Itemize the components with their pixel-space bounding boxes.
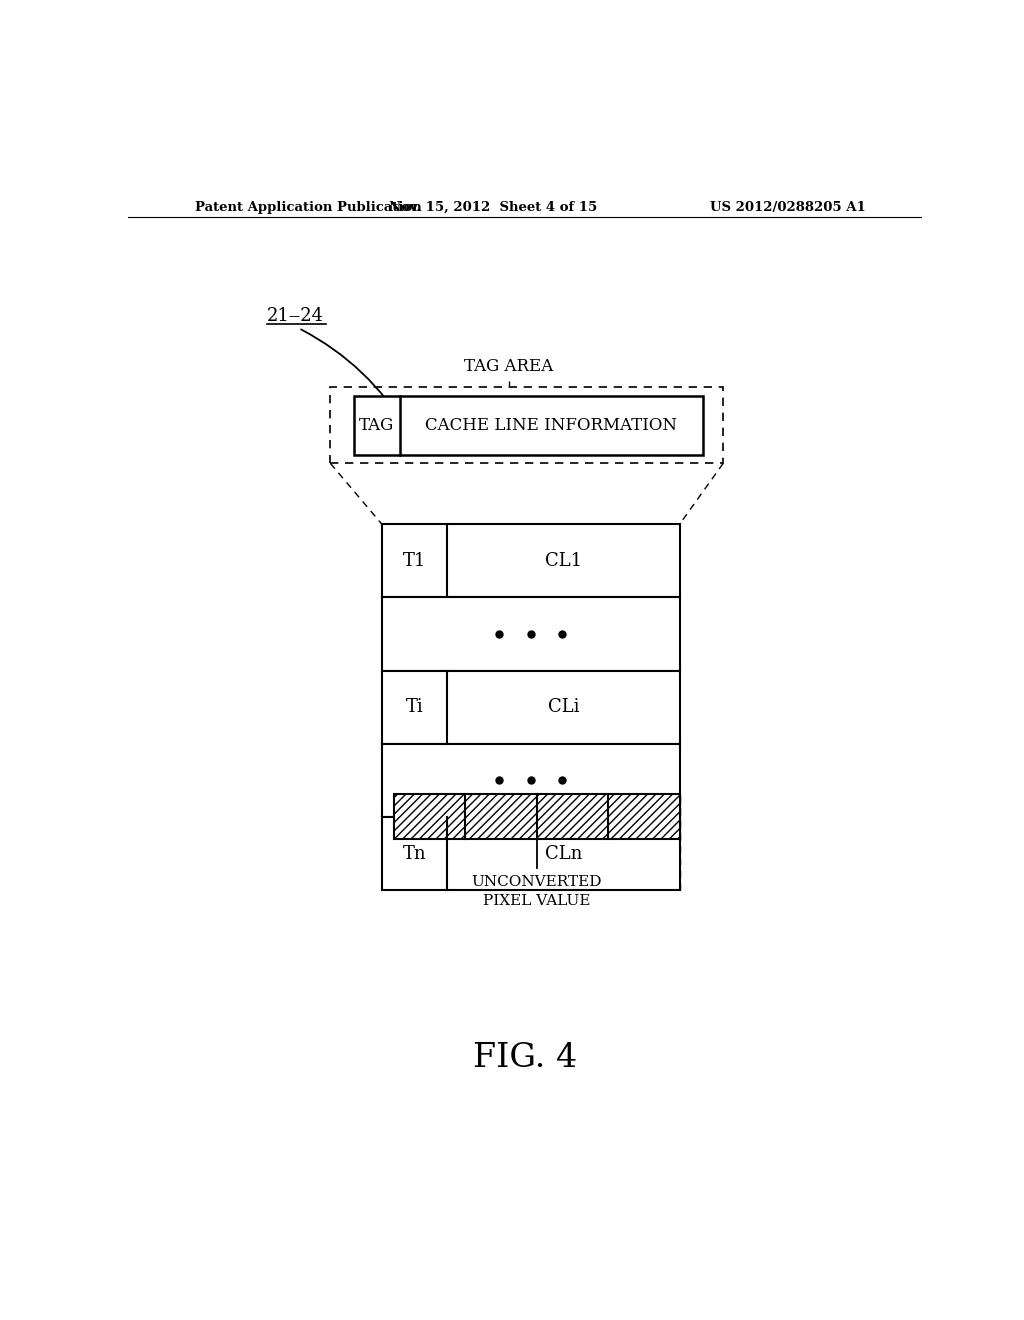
Bar [382,524,680,598]
Bar [354,396,703,455]
Bar [394,793,680,840]
Text: T1: T1 [403,552,426,570]
Bar [382,817,680,890]
Text: Nov. 15, 2012  Sheet 4 of 15: Nov. 15, 2012 Sheet 4 of 15 [389,201,597,214]
Text: TAG AREA: TAG AREA [464,358,554,375]
Text: UNCONVERTED
PIXEL VALUE: UNCONVERTED PIXEL VALUE [471,875,602,908]
Text: CL1: CL1 [545,552,582,570]
Text: CACHE LINE INFORMATION: CACHE LINE INFORMATION [425,417,678,434]
Text: FIG. 4: FIG. 4 [473,1041,577,1074]
Text: Patent Application Publication: Patent Application Publication [196,201,422,214]
Text: 21‒24: 21‒24 [267,308,324,325]
Text: Tn: Tn [402,845,427,862]
Text: TAG: TAG [359,417,394,434]
Bar [382,671,680,744]
Text: CLi: CLi [548,698,580,717]
Text: Ti: Ti [406,698,424,717]
Bar [382,598,680,671]
Bar [382,744,680,817]
Bar [331,387,723,463]
Text: US 2012/0288205 A1: US 2012/0288205 A1 [711,201,866,214]
Text: CLn: CLn [545,845,583,862]
